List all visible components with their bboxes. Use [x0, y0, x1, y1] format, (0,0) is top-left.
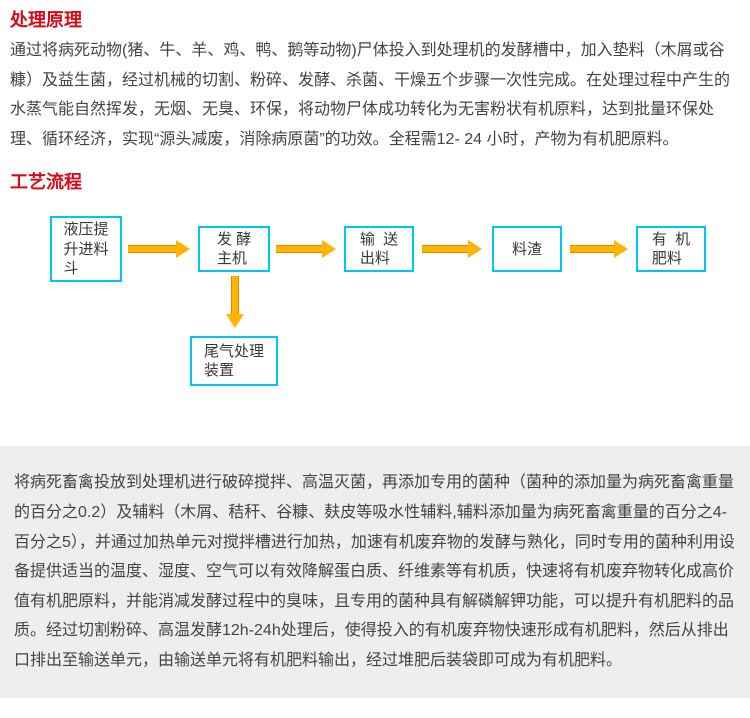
flow-arrow-h-1 — [276, 242, 336, 256]
detail-paragraph: 将病死畜禽投放到处理机进行破碎搅拌、高温灭菌，再添加专用的菌种（菌种的添加量为病… — [0, 446, 750, 697]
flow-node-n3: 输 送 出料 — [344, 226, 414, 272]
flow-arrow-v-0 — [228, 276, 242, 328]
section1-title: 处理原理 — [0, 0, 750, 34]
flow-node-n6: 尾气处理 装置 — [190, 336, 278, 386]
flow-arrow-h-2 — [422, 242, 482, 256]
section1-text: 通过将病死动物(猪、牛、羊、鸡、鸭、鹅等动物)尸体投入到处理机的发酵槽中，加入垫… — [0, 34, 750, 162]
flow-arrow-h-0 — [128, 242, 190, 256]
flow-arrow-h-3 — [570, 242, 628, 256]
flow-node-n1: 液压提 升进料 斗 — [50, 216, 122, 282]
section2-title: 工艺流程 — [0, 162, 750, 196]
flow-node-n5: 有 机 肥料 — [636, 226, 706, 272]
flowchart: 液压提 升进料 斗 发 酵 主机 输 送 出料 料渣 有 机 肥料尾气处理 装置 — [0, 196, 750, 446]
flow-node-n2: 发 酵 主机 — [198, 226, 270, 272]
flow-node-n4: 料渣 — [492, 226, 562, 272]
